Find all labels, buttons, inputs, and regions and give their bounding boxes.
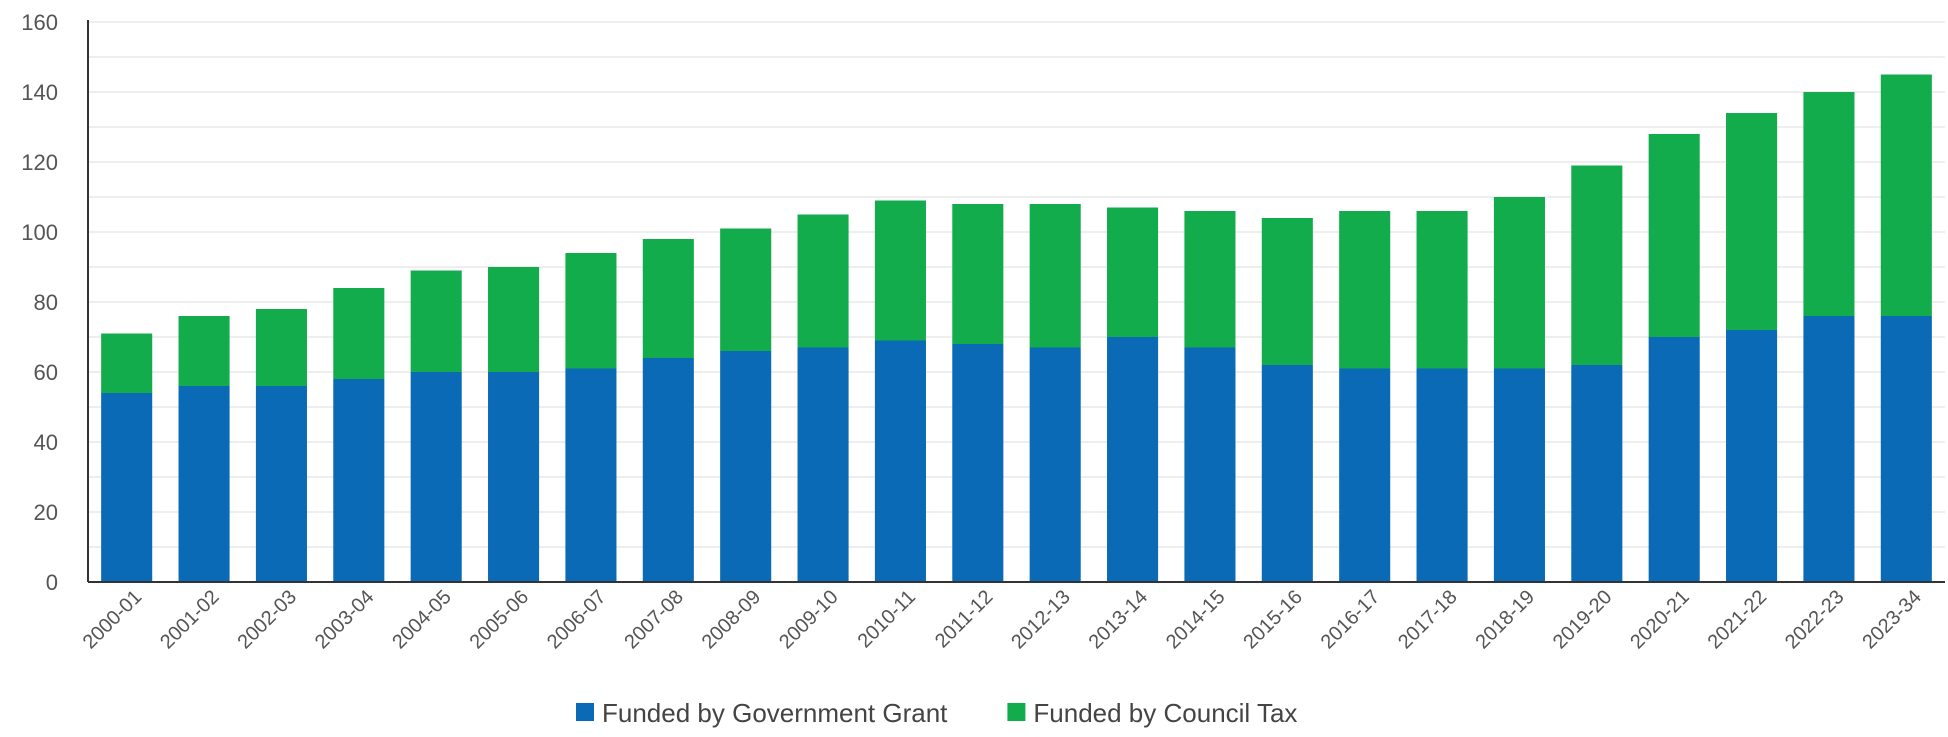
bar-council-tax-2017-18 <box>1416 211 1468 369</box>
legend-swatch-government-grant <box>576 703 594 721</box>
bar-government-grant-2018-19 <box>1493 368 1545 582</box>
legend-label-council-tax: Funded by Council Tax <box>1033 698 1297 728</box>
bar-council-tax-2019-20 <box>1571 165 1623 365</box>
x-tick-label: 2006-07 <box>543 586 610 653</box>
bar-council-tax-2005-06 <box>488 267 540 372</box>
y-tick-label: 120 <box>21 150 58 175</box>
bar-council-tax-2012-13 <box>1029 204 1081 348</box>
x-tick-label: 2005-06 <box>466 586 533 653</box>
legend-label-government-grant: Funded by Government Grant <box>602 698 948 728</box>
bar-council-tax-2011-12 <box>952 204 1004 344</box>
x-tick-label: 2012-13 <box>1007 586 1074 653</box>
bar-council-tax-2004-05 <box>410 270 462 372</box>
bar-council-tax-2022-23 <box>1803 92 1855 316</box>
bar-council-tax-2021-22 <box>1726 113 1778 330</box>
bar-government-grant-2006-07 <box>565 368 617 582</box>
bar-government-grant-2000-01 <box>101 393 153 582</box>
x-tick-label: 2001-02 <box>156 586 223 653</box>
x-tick-label: 2002-03 <box>234 586 301 653</box>
y-tick-label: 160 <box>21 10 58 35</box>
bar-government-grant-2012-13 <box>1029 347 1081 582</box>
x-tick-label: 2020-21 <box>1626 586 1693 653</box>
bar-council-tax-2006-07 <box>565 253 617 369</box>
bar-government-grant-2002-03 <box>255 386 307 582</box>
bar-council-tax-2008-09 <box>720 228 772 351</box>
x-tick-label: 2015-16 <box>1239 586 1306 653</box>
bar-council-tax-2013-14 <box>1107 207 1159 337</box>
bar-government-grant-2013-14 <box>1107 337 1159 582</box>
x-tick-label: 2017-18 <box>1394 586 1461 653</box>
x-tick-label: 2018-19 <box>1472 586 1539 653</box>
bar-government-grant-2023-34 <box>1880 316 1932 582</box>
bar-council-tax-2016-17 <box>1339 211 1391 369</box>
x-tick-label: 2014-15 <box>1162 586 1229 653</box>
bar-council-tax-2001-02 <box>178 316 230 386</box>
bar-government-grant-2003-04 <box>333 379 385 582</box>
bar-council-tax-2003-04 <box>333 288 385 379</box>
x-tick-label: 2016-17 <box>1317 586 1384 653</box>
y-tick-labels: 0 20 40 60 80 100 120 140 160 <box>21 10 58 595</box>
x-tick-label: 2019-20 <box>1549 586 1616 653</box>
bar-council-tax-2014-15 <box>1184 211 1236 348</box>
bar-council-tax-2000-01 <box>101 333 153 393</box>
y-tick-label: 60 <box>34 360 58 385</box>
legend-swatch-council-tax <box>1007 703 1026 721</box>
bars <box>101 74 1932 582</box>
bar-government-grant-2022-23 <box>1803 316 1855 582</box>
x-tick-label: 2000-01 <box>79 586 146 653</box>
x-tick-label: 2004-05 <box>388 586 455 653</box>
x-tick-label: 2003-04 <box>311 586 378 653</box>
legend: Funded by Government Grant Funded by Coun… <box>576 698 1297 728</box>
x-tick-label: 2021-22 <box>1704 586 1771 653</box>
x-tick-label: 2009-10 <box>775 586 842 653</box>
bar-council-tax-2007-08 <box>642 239 694 358</box>
x-tick-label: 2013-14 <box>1085 586 1152 653</box>
bar-government-grant-2021-22 <box>1726 330 1778 582</box>
x-tick-label: 2007-08 <box>620 586 687 653</box>
y-tick-label: 140 <box>21 80 58 105</box>
bar-government-grant-2019-20 <box>1571 365 1623 582</box>
bar-government-grant-2011-12 <box>952 344 1004 582</box>
x-tick-label: 2008-09 <box>698 586 765 653</box>
x-tick-labels: 2000-01 2001-02 2002-03 2003-04 2004-05 2005-… <box>79 586 1926 653</box>
bar-council-tax-2009-10 <box>797 214 849 348</box>
bar-council-tax-2002-03 <box>255 309 307 386</box>
bar-government-grant-2007-08 <box>642 358 694 582</box>
x-tick-label: 2010-11 <box>854 586 920 652</box>
bar-government-grant-2020-21 <box>1648 337 1700 582</box>
y-tick-label: 40 <box>34 430 58 455</box>
x-tick-label: 2011-12 <box>931 586 997 652</box>
bar-government-grant-2017-18 <box>1416 368 1468 582</box>
bar-government-grant-2014-15 <box>1184 347 1236 582</box>
y-tick-label: 80 <box>34 290 58 315</box>
x-tick-label: 2023-34 <box>1858 586 1925 653</box>
bar-government-grant-2016-17 <box>1339 368 1391 582</box>
bar-council-tax-2020-21 <box>1648 134 1700 337</box>
bar-government-grant-2015-16 <box>1261 365 1313 582</box>
bar-government-grant-2004-05 <box>410 372 462 582</box>
y-tick-label: 0 <box>46 570 58 595</box>
bar-government-grant-2008-09 <box>720 351 772 582</box>
bar-council-tax-2018-19 <box>1493 197 1545 369</box>
bar-council-tax-2023-34 <box>1880 74 1932 316</box>
bar-government-grant-2009-10 <box>797 347 849 582</box>
y-tick-label: 20 <box>34 500 58 525</box>
bar-council-tax-2010-11 <box>874 200 926 341</box>
grid-lines <box>88 21 1945 548</box>
bar-council-tax-2015-16 <box>1261 218 1313 365</box>
axes <box>87 20 1945 583</box>
x-tick-label: 2022-23 <box>1781 586 1848 653</box>
bar-government-grant-2010-11 <box>874 340 926 582</box>
bar-government-grant-2001-02 <box>178 386 230 582</box>
bar-government-grant-2005-06 <box>488 372 540 582</box>
y-tick-label: 100 <box>21 220 58 245</box>
